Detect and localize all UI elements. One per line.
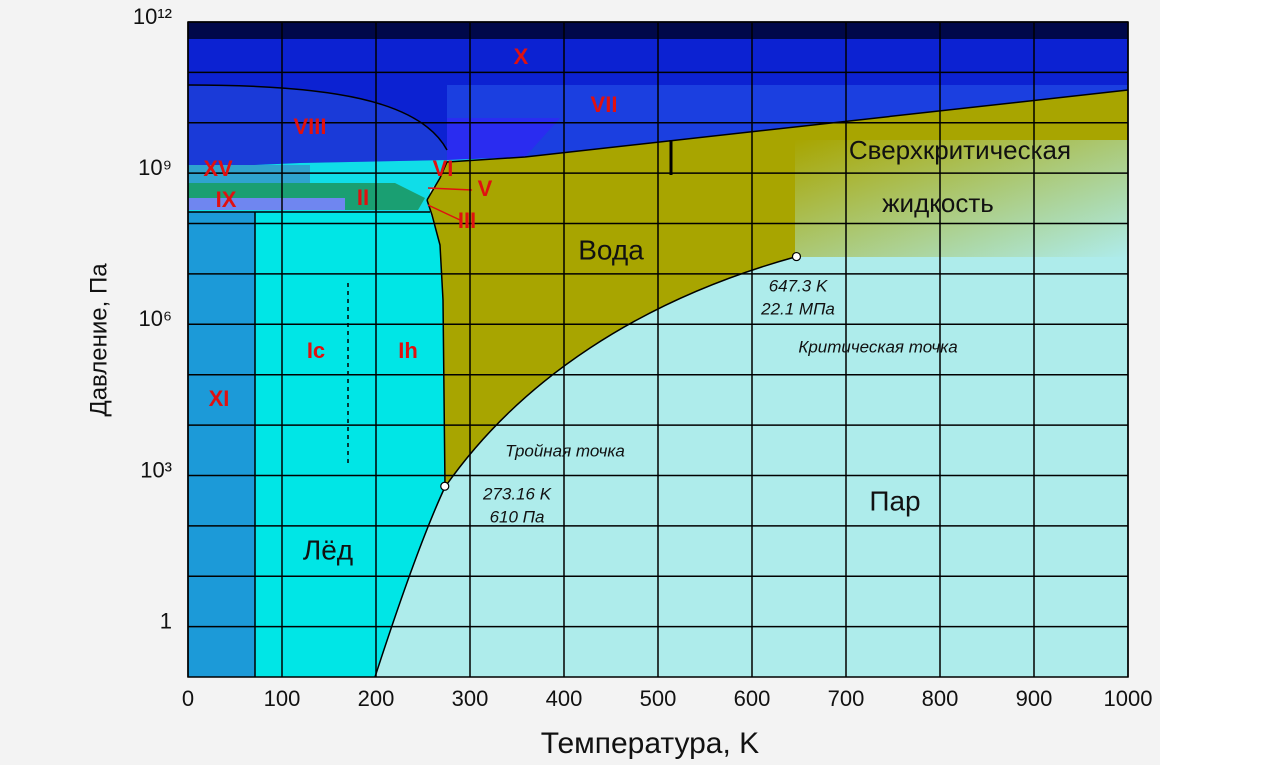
y-tick-label: 10¹² [133, 4, 172, 29]
x-tick-label: 100 [264, 686, 301, 711]
region-label: жидкость [882, 188, 994, 218]
boundary [187, 84, 448, 151]
y-tick-label: 10⁹ [138, 155, 172, 180]
x-tick-label: 500 [640, 686, 677, 711]
x-tick-label: 400 [546, 686, 583, 711]
region-label: Пар [869, 485, 920, 516]
x-axis-title: Температура, K [541, 727, 759, 760]
sublimation-curve [374, 486, 446, 678]
pointer-line [427, 187, 473, 221]
plot-frame [187, 21, 1129, 678]
phase-label: XI [209, 386, 230, 411]
y-tick-label: 1 [160, 608, 172, 633]
point-label: 610 Па [490, 507, 545, 526]
region-label: Вода [578, 234, 644, 265]
ice-xi-region [188, 212, 255, 677]
vaporization-curve [444, 256, 796, 488]
point-name: Критическая точка [798, 337, 957, 356]
ice-viii-region [188, 85, 447, 168]
ice-xv-region [188, 165, 310, 185]
y-tick-label: 10⁶ [138, 306, 172, 331]
x-tick-label: 600 [734, 686, 771, 711]
x-tick-label: 300 [452, 686, 489, 711]
point-name: Тройная точка [505, 441, 625, 460]
x-tick-label: 800 [922, 686, 959, 711]
point-label: 22.1 МПа [760, 299, 835, 318]
y-tick-label: 10³ [140, 457, 172, 482]
x-tick-label: 1000 [1104, 686, 1153, 711]
region-label: Лёд [303, 534, 353, 565]
phase-label: II [357, 185, 369, 210]
x-tick-label: 0 [182, 686, 194, 711]
x-tick-label: 700 [828, 686, 865, 711]
point [791, 251, 802, 262]
boundaries [187, 84, 1129, 678]
phase-label: VI [433, 156, 454, 181]
x-tick-label: 900 [1016, 686, 1053, 711]
phase-label: XV [203, 156, 233, 181]
y-axis-title: Давление, Па [85, 263, 112, 417]
melting-curve [426, 199, 446, 488]
phase-label: V [478, 176, 493, 201]
phase-label: VII [591, 92, 618, 117]
phase-label: IX [216, 187, 237, 212]
boundary [426, 89, 1129, 201]
point-label: 647.3 K [769, 276, 828, 295]
phase-label: VIII [293, 114, 326, 139]
supercritical-region [795, 140, 1128, 257]
point-label: 273.16 K [482, 484, 552, 503]
phase-label: III [458, 208, 476, 233]
point [440, 481, 450, 491]
phase-label: Ic [307, 338, 325, 363]
ice-vii-subregion [447, 118, 560, 160]
phase-label: Ih [398, 338, 418, 363]
region-label: Сверхкритическая [849, 135, 1071, 165]
x-tick-label: 200 [358, 686, 395, 711]
phase-label: X [514, 44, 529, 69]
ice-ix-region [188, 198, 345, 210]
